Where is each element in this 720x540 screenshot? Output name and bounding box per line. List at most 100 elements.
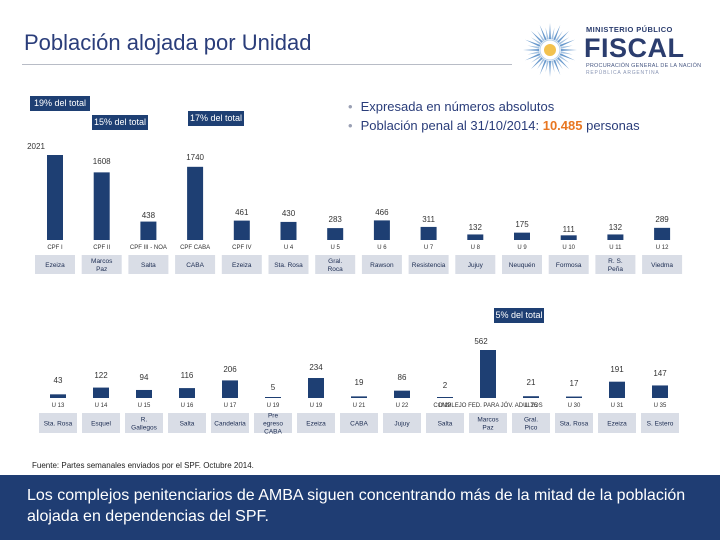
row1-value-label-10: 175 [515, 220, 529, 229]
footer-text: Los complejos penitenciarios de AMBA sig… [27, 487, 686, 525]
row2-location-tag-5-text-0: Pre [268, 413, 279, 420]
row1-location-tag-11-bg [548, 255, 589, 274]
row1-location-tag-2-text-0: Salta [141, 262, 156, 269]
row1-location-tag-10-text-0: Neuquén [509, 262, 536, 269]
row1-location-tag-1-bg [81, 255, 122, 274]
row2-bar-14 [652, 385, 668, 398]
row1-bar-6 [327, 228, 344, 240]
row1-bar-8 [420, 226, 437, 240]
row1-bar-3 [187, 166, 204, 240]
row1-value-label-9: 132 [469, 223, 483, 232]
logo-top-text: MINISTERIO PÚBLICO [586, 25, 673, 34]
row2-value-label-5: 5 [271, 383, 276, 392]
row1-bar-4 [233, 220, 250, 240]
row1-location-tag-6-bg [315, 255, 356, 274]
row1-unit-label-9: U 8 [471, 245, 481, 251]
row2-bar-4 [222, 380, 238, 398]
row2-location-tag-1-text-0: Esquel [91, 421, 111, 428]
row2-value-label-1: 122 [94, 371, 108, 380]
row2-bar-7 [351, 396, 367, 398]
row1-value-label-4: 461 [235, 208, 249, 217]
title-divider [22, 64, 512, 65]
row2-location-tag-8-text-0: Jujuy [394, 421, 410, 428]
row2-location-tag-10-bg [469, 413, 507, 433]
row2-location-tag-11-text-0: Gral. [524, 417, 538, 424]
row2-value-label-4: 206 [223, 365, 237, 374]
row2-unit-label-2: U 15 [138, 403, 151, 409]
row1-value-label-1: 1608 [93, 157, 111, 166]
row2-location-tag-5-bg [254, 413, 292, 433]
row1-location-tag-12-text-0: R. S. [608, 258, 623, 265]
row1-value-label-8: 311 [422, 215, 435, 224]
row1-value-label-0: 2021 [27, 142, 45, 151]
row1-bar-9 [467, 234, 484, 240]
sun-emblem-icon [523, 23, 577, 77]
row1-location-tag-13-bg [642, 255, 683, 274]
row2-unit-label-10: COMPLEJO FED. PARA JÓV. ADULTOS [433, 402, 542, 409]
callout-cpf2-share: 15% del total [92, 115, 148, 130]
row2-unit-label-8: U 22 [396, 403, 409, 409]
row2-value-label-13: 191 [610, 365, 624, 374]
row1-location-tag-1-text-0: Marcos [91, 258, 113, 265]
row1-value-label-11: 111 [563, 225, 576, 234]
row2-unit-label-14: U 35 [654, 403, 667, 409]
row2-bar-6 [308, 378, 324, 398]
source-note: Fuente: Partes semanales enviados por el… [32, 461, 254, 470]
row1-location-tag-3-text-0: CABA [186, 262, 204, 269]
row2-location-tag-3-bg [168, 413, 206, 433]
mpf-logo: MINISTERIO PÚBLICO FISCAL PROCURACIÓN GE… [522, 22, 702, 78]
row1-location-tag-6-text-0: Gral. [328, 258, 342, 265]
row2-bar-12 [566, 396, 582, 398]
row1-value-label-3: 1740 [186, 153, 204, 162]
row1-unit-label-0: CPF I [47, 245, 63, 251]
row1-location-tag-12-text-1: Peña [608, 266, 624, 273]
note-2: • Población penal al 31/10/2014: 10.485 p… [348, 118, 640, 133]
row1-unit-label-3: CPF CABA [180, 245, 210, 251]
row2-unit-label-5: U 19 [267, 403, 280, 409]
row1-unit-label-7: U 6 [377, 245, 387, 251]
row1-unit-label-5: U 4 [284, 245, 294, 251]
callout-jovenes-share: 5% del total [494, 308, 544, 323]
row1-unit-label-13: U 12 [656, 245, 669, 251]
row1-bar-2 [140, 221, 157, 240]
row1-location-tag-11-text-0: Formosa [556, 262, 582, 269]
row2-bar-9 [437, 397, 453, 398]
row2-value-label-14: 147 [653, 369, 667, 378]
row2-location-tag-0-bg [39, 413, 77, 433]
row1-location-tag-0-bg [35, 255, 75, 274]
logo-main-text: FISCAL [584, 33, 685, 63]
row1-location-tag-9-bg [455, 255, 496, 274]
row2-location-tag-6-bg [297, 413, 335, 433]
row2-unit-label-7: U 21 [353, 403, 366, 409]
row1-location-tag-1-text-1: Paz [96, 266, 107, 273]
row2-location-tag-5-text-2: CABA [264, 429, 282, 436]
row1-bar-7 [373, 220, 390, 240]
total-population-value: 10.485 [542, 118, 583, 133]
row1-location-tag-0-text-0: Ezeiza [45, 262, 65, 269]
row2-value-label-3: 116 [181, 371, 194, 380]
row2-location-tag-11-text-1: Pico [525, 425, 538, 432]
row2-location-tag-13-bg [598, 413, 636, 433]
row2-location-tag-0-text-0: Sta. Rosa [44, 421, 73, 428]
row2-location-tag-10-text-1: Paz [482, 425, 493, 432]
row1-bar-1 [93, 172, 110, 240]
row2-location-tag-8-bg [383, 413, 421, 433]
row2-location-tag-7-bg [340, 413, 378, 433]
row2-value-label-11: 21 [527, 378, 536, 387]
row2-location-tag-14-text-0: S. Estero [647, 421, 674, 428]
row2-bar-8 [394, 390, 410, 398]
row1-location-tag-12-bg [595, 255, 636, 274]
row2-location-tag-1-bg [82, 413, 120, 433]
row1-value-label-12: 132 [609, 223, 623, 232]
row2-location-tag-13-text-0: Ezeiza [607, 421, 627, 428]
row2-location-tag-12-bg [555, 413, 593, 433]
row1-value-label-13: 289 [655, 215, 669, 224]
row1-bar-0 [47, 155, 63, 240]
row2-value-label-0: 43 [54, 376, 63, 385]
row1-location-tag-10-bg [502, 255, 542, 274]
row1-location-tag-5-text-0: Sta. Rosa [274, 262, 303, 269]
logo-subtitle: PROCURACIÓN GENERAL DE LA NACIÓN [586, 63, 702, 69]
row1-bar-5 [280, 221, 297, 240]
row2-location-tag-10-text-0: Marcos [477, 417, 499, 424]
